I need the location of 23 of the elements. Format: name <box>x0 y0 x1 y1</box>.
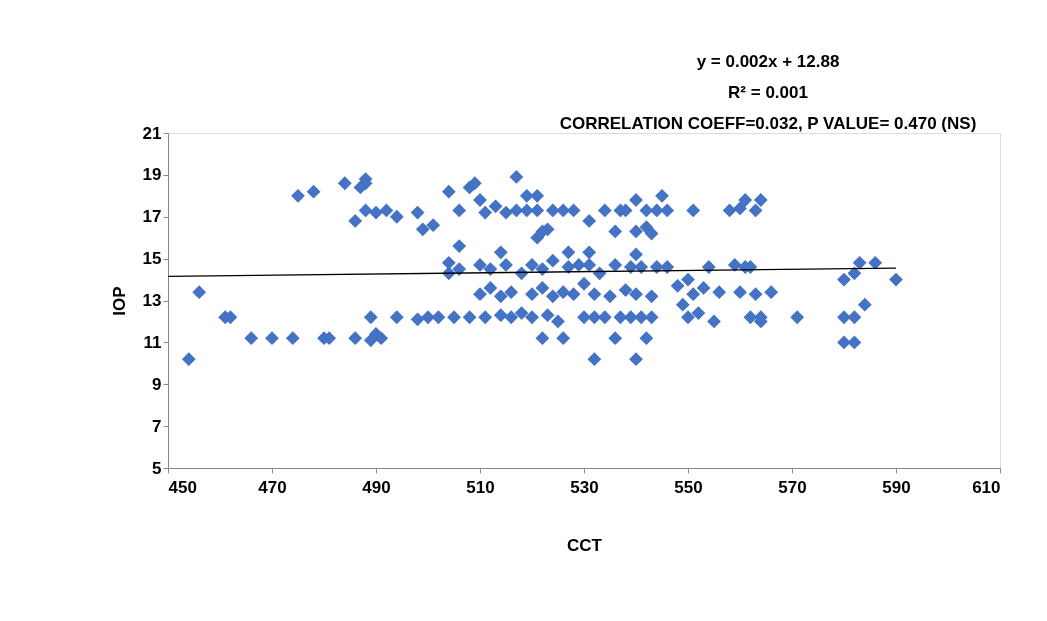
text: R² = 0.001 <box>728 83 808 102</box>
x-axis-title: CCT <box>567 535 603 555</box>
y-tick-label: 9 <box>152 374 162 394</box>
x-tick-label: 450 <box>168 477 197 497</box>
y-tick-label: 7 <box>152 416 162 436</box>
x-tick-label: 550 <box>674 477 703 497</box>
y-tick-label: 19 <box>142 165 162 185</box>
text: y = 0.002x + 12.88 <box>696 52 840 71</box>
x-tick-label: 570 <box>778 477 807 497</box>
x-tick-label: 530 <box>570 477 599 497</box>
y-tick-label: 21 <box>142 123 162 143</box>
y-tick-label: 15 <box>142 249 162 269</box>
x-tick-label: 610 <box>972 477 1001 497</box>
y-tick-label: 17 <box>142 207 162 227</box>
y-tick-label: 13 <box>142 291 162 310</box>
x-tick-label: 510 <box>466 477 495 497</box>
text: CORRELATION COEFF=0.032, P VALUE= 0.470 (NS) <box>559 114 977 133</box>
x-tick-label: 590 <box>882 477 911 497</box>
x-tick-label: 470 <box>258 477 287 497</box>
y-tick-label: 11 <box>143 332 162 352</box>
y-tick-label: 5 <box>152 458 162 478</box>
x-tick-label: 490 <box>362 477 391 497</box>
y-axis-title: IOP <box>109 286 129 316</box>
